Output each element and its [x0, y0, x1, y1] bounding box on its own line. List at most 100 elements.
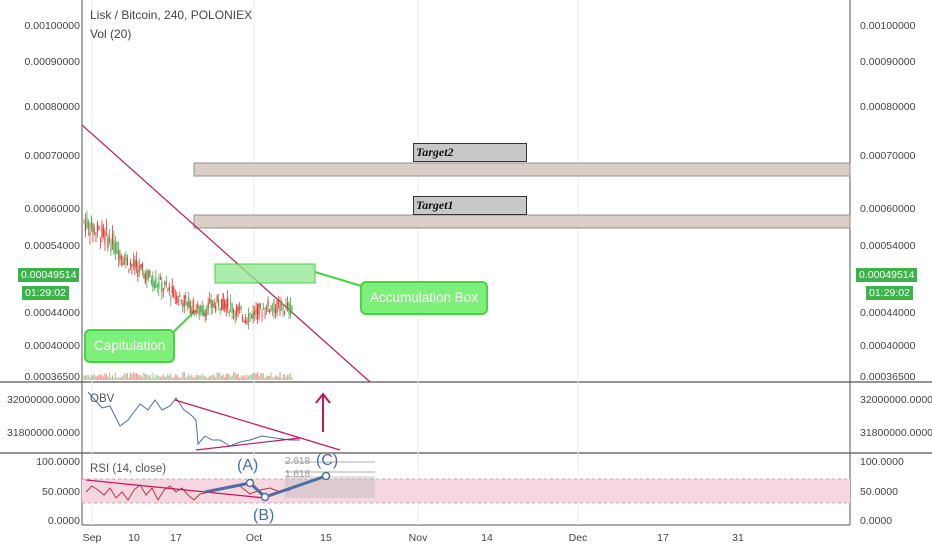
volume-bar: [176, 375, 178, 380]
volume-bar: [117, 377, 120, 380]
price-tick: 0.00090000: [24, 56, 80, 68]
volume-label: Vol (20): [90, 27, 132, 41]
target1-label[interactable]: Target1: [413, 196, 527, 215]
volume-bar: [170, 373, 172, 380]
volume-bar: [261, 373, 263, 380]
volume-bar: [286, 374, 289, 380]
volume-bar: [87, 375, 90, 380]
candle-body: [286, 302, 289, 309]
candle-body: [268, 309, 271, 313]
candle-body: [233, 310, 235, 313]
rsi-tick: 0.0000: [47, 515, 80, 527]
candle-body: [219, 308, 221, 310]
rsi-tick: 100.0000: [36, 456, 80, 468]
candle-body: [186, 301, 188, 307]
volume-bar: [119, 377, 121, 380]
volume-bar: [168, 375, 170, 380]
candle-body: [222, 293, 224, 310]
candle-body: [242, 316, 244, 321]
volume-bar: [213, 375, 215, 380]
volume-bar: [276, 375, 278, 380]
price-tick: 0.00054000: [860, 240, 916, 252]
candle-body: [209, 299, 211, 303]
volume-bar: [198, 375, 200, 380]
candle-body: [87, 221, 90, 231]
price-tick: 0.00036500: [24, 371, 80, 383]
candle-body: [158, 281, 160, 289]
fib-level-label: 1.618: [285, 469, 311, 480]
candle-body: [92, 224, 94, 233]
volume-bar: [206, 377, 208, 380]
candle-body: [144, 274, 146, 283]
volume-bar: [129, 372, 131, 380]
volume-bar: [183, 372, 185, 380]
volume-bar: [140, 375, 142, 380]
volume-bar: [156, 375, 158, 380]
volume-bar: [227, 373, 229, 380]
volume-bar: [201, 373, 203, 380]
candle-body: [110, 244, 112, 252]
volume-bar: [101, 375, 103, 380]
volume-bar: [240, 375, 242, 380]
candle-body: [134, 260, 136, 269]
obv-tick: 31800000.0000: [7, 427, 80, 439]
time-tick: Sep: [82, 532, 102, 544]
volume-bar: [141, 376, 143, 380]
volume-bar: [182, 372, 184, 380]
volume-bar: [143, 372, 145, 380]
candle-body: [191, 310, 193, 314]
candle-body: [138, 265, 140, 273]
candle-body: [159, 277, 161, 280]
volume-bar: [191, 374, 193, 380]
candle-body: [188, 297, 190, 308]
volume-bar: [288, 374, 290, 380]
price-tick: 0.00036500: [860, 371, 916, 383]
candle-body: [146, 271, 148, 281]
candle-body: [95, 232, 97, 234]
candle-body: [231, 304, 233, 313]
candle-body: [174, 297, 176, 299]
volume-bar: [203, 375, 205, 380]
up-arrow-head: [315, 392, 331, 404]
volume-bar: [192, 377, 194, 380]
candle-body: [102, 228, 105, 236]
candle-body: [291, 307, 293, 311]
price-tick: 0.00090000: [860, 56, 916, 68]
volume-bar: [179, 377, 181, 380]
volume-bar: [253, 372, 256, 380]
candle-body: [125, 254, 127, 260]
candle-body: [173, 287, 175, 297]
time-tick: 15: [320, 532, 332, 544]
fib-level-label: 2.618: [285, 456, 311, 467]
candle-body: [141, 263, 143, 270]
candle-body: [203, 310, 205, 317]
volume-bar: [222, 374, 224, 380]
price-tick: 0.00044000: [860, 307, 916, 319]
capitulation-callout[interactable]: Capitulation: [84, 329, 176, 363]
volume-bar: [212, 374, 214, 380]
accumulation-callout[interactable]: Accumulation Box: [360, 281, 489, 315]
price-tick: 0.00080000: [860, 101, 916, 113]
candle-body: [246, 321, 248, 323]
volume-bar: [233, 372, 235, 380]
candle-body: [274, 308, 277, 314]
candle-body: [99, 241, 102, 243]
candle-body: [107, 237, 109, 248]
volume-bar: [273, 377, 275, 380]
candle-body: [119, 252, 121, 261]
price-tick: 0.00054000: [24, 240, 80, 252]
volume-bar: [197, 375, 199, 380]
volume-bar: [122, 375, 124, 380]
candle-body: [204, 312, 206, 317]
volume-bar: [259, 373, 262, 380]
target2-label[interactable]: Target2: [413, 143, 527, 162]
time-tick: 17: [170, 532, 182, 544]
candle-body: [289, 304, 292, 316]
time-tick: 31: [732, 532, 744, 544]
candle-body: [170, 297, 172, 299]
candle-body: [93, 227, 96, 235]
volume-bar: [210, 375, 212, 380]
candle-body: [252, 311, 254, 319]
candle-body: [137, 270, 139, 277]
